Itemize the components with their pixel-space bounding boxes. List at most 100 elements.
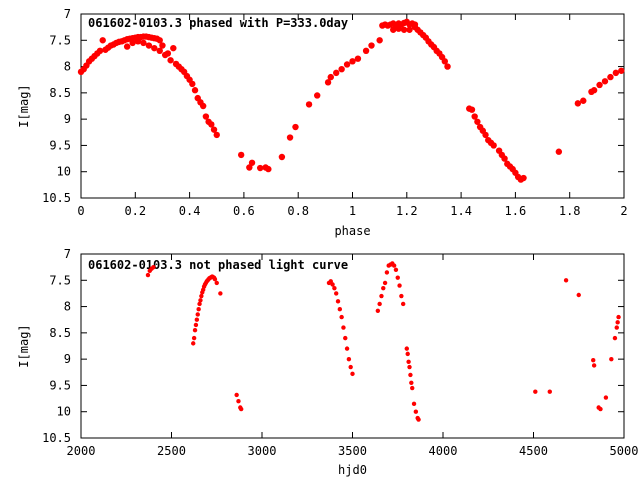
data-point <box>140 39 147 47</box>
data-point <box>198 298 203 303</box>
data-point <box>246 164 253 171</box>
x-axis-label: hjd0 <box>338 463 367 477</box>
data-point <box>156 47 163 54</box>
data-point <box>410 385 415 391</box>
data-point <box>170 44 177 52</box>
x-tick-label: 3500 <box>338 444 367 458</box>
data-point <box>377 301 382 307</box>
data-point <box>191 341 196 346</box>
y-tick-label: 9 <box>64 352 71 366</box>
data-point <box>278 153 286 161</box>
x-tick-label: 0.8 <box>287 204 309 218</box>
data-point <box>256 164 264 172</box>
x-tick-label: 1.6 <box>505 204 527 218</box>
data-point <box>598 406 603 412</box>
y-axis-label: I[mag] <box>17 324 31 367</box>
y-tick-label: 7.5 <box>49 33 71 47</box>
data-point <box>576 292 581 298</box>
y-tick-label: 8.5 <box>49 86 71 100</box>
data-point <box>265 165 272 173</box>
x-tick-label: 1.2 <box>396 204 418 218</box>
y-tick-label: 8.5 <box>49 326 71 340</box>
data-point <box>337 307 343 312</box>
data-point <box>191 335 197 341</box>
data-point <box>99 37 106 44</box>
x-tick-label: 4000 <box>429 444 458 458</box>
data-point <box>330 282 335 287</box>
data-point <box>214 280 219 286</box>
data-point <box>482 131 489 139</box>
data-point <box>616 314 621 320</box>
x-tick-label: 1.8 <box>559 204 581 218</box>
data-point <box>343 61 351 68</box>
data-point <box>395 25 402 32</box>
data-point <box>189 80 196 88</box>
data-point <box>192 328 198 333</box>
data-point <box>441 58 449 65</box>
data-point <box>384 270 390 275</box>
data-point <box>350 371 355 377</box>
data-point <box>237 151 245 159</box>
data-point <box>501 155 508 162</box>
data-point <box>612 69 620 77</box>
data-point <box>397 283 402 288</box>
data-point <box>335 299 341 304</box>
data-point <box>208 121 215 128</box>
x-tick-label: 4500 <box>519 444 548 458</box>
x-tick-label: 3000 <box>248 444 277 458</box>
x-tick-label: 0 <box>77 204 84 218</box>
data-point <box>400 26 408 33</box>
data-point <box>151 264 156 270</box>
y-tick-label: 10.5 <box>42 431 71 445</box>
data-point <box>238 406 244 412</box>
data-point <box>191 87 199 94</box>
data-point <box>156 37 163 44</box>
data-point <box>213 131 220 139</box>
data-point <box>332 285 337 291</box>
data-point <box>618 67 625 74</box>
data-point <box>404 346 409 351</box>
data-point <box>381 285 386 291</box>
data-point <box>145 42 153 49</box>
chart-title: 061602-0103.3 not phased light curve <box>88 258 348 272</box>
data-point <box>346 356 352 362</box>
data-point <box>580 97 587 104</box>
data-point <box>327 73 334 81</box>
data-point <box>344 346 350 351</box>
data-point <box>609 356 614 362</box>
data-point <box>409 380 414 385</box>
data-point <box>305 101 313 108</box>
data-point <box>194 317 200 322</box>
data-point <box>399 293 404 299</box>
x-tick-label: 1.4 <box>450 204 472 218</box>
unphased-light-curve-panel: 2000 2500 3000 3500 4000 4500 5000 7 7.5 8 8.5 9 9.5… <box>17 247 638 477</box>
data-point <box>411 401 417 407</box>
data-point <box>555 148 563 155</box>
data-point <box>591 363 597 368</box>
data-point <box>444 63 451 70</box>
y-tick-label: 7.5 <box>49 273 71 287</box>
y-tick-label: 10 <box>57 165 71 179</box>
data-point <box>615 320 620 325</box>
data-point <box>349 58 356 65</box>
data-point <box>199 293 204 299</box>
data-point <box>393 267 399 272</box>
data-point <box>193 322 199 328</box>
data-point <box>382 280 388 286</box>
x-tick-label: 2 <box>620 204 627 218</box>
data-point <box>167 57 174 64</box>
data-point <box>547 389 552 394</box>
data-point <box>468 106 476 113</box>
data-point <box>603 395 609 400</box>
data-point <box>343 335 348 341</box>
data-point <box>574 100 582 107</box>
data-point <box>591 357 596 363</box>
y-axis-label: I[mag] <box>17 84 31 127</box>
data-point <box>563 278 569 283</box>
data-point <box>292 123 299 131</box>
data-point <box>614 325 619 330</box>
data-point <box>212 277 218 282</box>
data-point <box>334 291 339 296</box>
data-point <box>416 417 421 422</box>
